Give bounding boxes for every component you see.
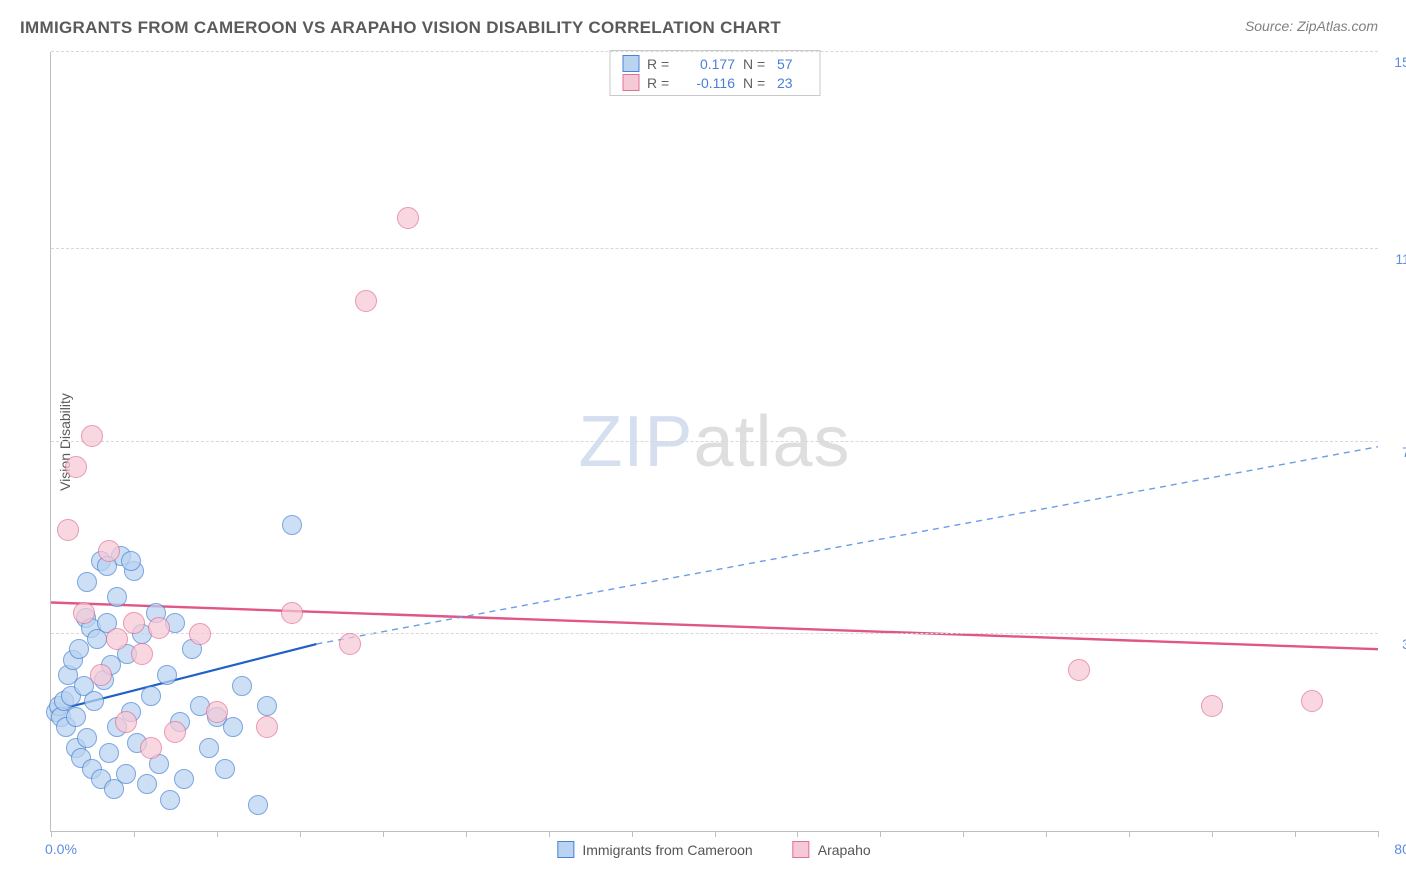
scatter-point-arapaho — [148, 617, 170, 639]
stat-row-arapaho: R = -0.116 N = 23 — [610, 73, 819, 92]
scatter-point-arapaho — [256, 716, 278, 738]
x-max-label: 80.0% — [1394, 841, 1406, 857]
r-value: -0.116 — [681, 75, 735, 91]
trend-line — [51, 602, 1378, 649]
scatter-point-arapaho — [355, 290, 377, 312]
x-tick — [217, 831, 218, 837]
x-tick — [1378, 831, 1379, 837]
scatter-point-cameroon — [66, 707, 86, 727]
scatter-point-cameroon — [257, 696, 277, 716]
scatter-point-arapaho — [1068, 659, 1090, 681]
x-min-label: 0.0% — [45, 841, 77, 857]
x-tick — [134, 831, 135, 837]
legend-item-arapaho: Arapaho — [793, 841, 871, 858]
scatter-point-arapaho — [73, 602, 95, 624]
trend-line — [316, 447, 1378, 644]
scatter-point-cameroon — [199, 738, 219, 758]
chart-source: Source: ZipAtlas.com — [1245, 18, 1378, 34]
scatter-point-arapaho — [281, 602, 303, 624]
scatter-point-cameroon — [232, 676, 252, 696]
scatter-point-arapaho — [115, 711, 137, 733]
scatter-point-cameroon — [99, 743, 119, 763]
watermark: ZIPatlas — [578, 401, 850, 483]
x-tick — [51, 831, 52, 837]
y-tick-label: 3.8% — [1384, 636, 1406, 652]
scatter-point-cameroon — [84, 691, 104, 711]
plot-area: ZIPatlas R =0.177N =57R =-0.116N =23 3.8… — [50, 52, 1378, 832]
scatter-point-arapaho — [81, 425, 103, 447]
x-tick — [880, 831, 881, 837]
scatter-point-cameroon — [69, 639, 89, 659]
scatter-point-arapaho — [90, 664, 112, 686]
r-label: R = — [647, 75, 673, 91]
scatter-point-cameroon — [77, 572, 97, 592]
legend-label-arapaho: Arapaho — [818, 842, 871, 858]
scatter-point-arapaho — [131, 643, 153, 665]
gridline-h — [51, 51, 1378, 52]
x-tick — [466, 831, 467, 837]
x-tick — [797, 831, 798, 837]
scatter-point-arapaho — [397, 207, 419, 229]
n-value: 23 — [777, 75, 807, 91]
x-tick — [715, 831, 716, 837]
x-tick — [300, 831, 301, 837]
x-tick — [632, 831, 633, 837]
scatter-point-cameroon — [141, 686, 161, 706]
scatter-point-arapaho — [57, 519, 79, 541]
legend-bottom: Immigrants from Cameroon Arapaho — [557, 841, 870, 858]
correlation-stats-box: R = 0.177 N = 57 R = -0.116 N = 23 — [609, 50, 820, 96]
scatter-point-cameroon — [248, 795, 268, 815]
scatter-point-arapaho — [123, 612, 145, 634]
x-tick — [383, 831, 384, 837]
legend-swatch-cameroon — [557, 841, 574, 858]
scatter-point-cameroon — [282, 515, 302, 535]
n-value: 57 — [777, 56, 807, 72]
gridline-h — [51, 441, 1378, 442]
swatch-arapaho — [622, 74, 639, 91]
legend-item-cameroon: Immigrants from Cameroon — [557, 841, 752, 858]
scatter-point-arapaho — [98, 540, 120, 562]
scatter-point-cameroon — [121, 551, 141, 571]
trend-lines — [51, 52, 1378, 831]
scatter-point-arapaho — [206, 701, 228, 723]
scatter-point-arapaho — [1201, 695, 1223, 717]
x-tick — [1046, 831, 1047, 837]
scatter-point-cameroon — [116, 764, 136, 784]
legend-swatch-arapaho — [793, 841, 810, 858]
x-tick — [1295, 831, 1296, 837]
scatter-point-cameroon — [215, 759, 235, 779]
scatter-point-arapaho — [164, 721, 186, 743]
scatter-point-arapaho — [1301, 690, 1323, 712]
scatter-point-cameroon — [137, 774, 157, 794]
n-label: N = — [743, 75, 769, 91]
chart-title: IMMIGRANTS FROM CAMEROON VS ARAPAHO VISI… — [20, 18, 781, 38]
x-tick — [963, 831, 964, 837]
y-tick-label: 15.0% — [1384, 54, 1406, 70]
scatter-point-arapaho — [339, 633, 361, 655]
scatter-point-cameroon — [160, 790, 180, 810]
scatter-point-arapaho — [106, 628, 128, 650]
gridline-h — [51, 633, 1378, 634]
x-tick — [1129, 831, 1130, 837]
scatter-point-cameroon — [174, 769, 194, 789]
n-label: N = — [743, 56, 769, 72]
swatch-cameroon — [622, 55, 639, 72]
x-tick — [549, 831, 550, 837]
y-tick-label: 11.2% — [1384, 251, 1406, 267]
legend-label-cameroon: Immigrants from Cameroon — [582, 842, 752, 858]
scatter-point-cameroon — [107, 587, 127, 607]
chart-container: Vision Disability ZIPatlas R =0.177N =57… — [50, 52, 1378, 832]
r-value: 0.177 — [681, 56, 735, 72]
scatter-point-cameroon — [77, 728, 97, 748]
scatter-point-arapaho — [140, 737, 162, 759]
gridline-h — [51, 248, 1378, 249]
stat-row-cameroon: R = 0.177 N = 57 — [610, 54, 819, 73]
scatter-point-cameroon — [223, 717, 243, 737]
scatter-point-arapaho — [65, 456, 87, 478]
scatter-point-cameroon — [157, 665, 177, 685]
y-tick-label: 7.5% — [1384, 444, 1406, 460]
x-tick — [1212, 831, 1213, 837]
r-label: R = — [647, 56, 673, 72]
scatter-point-arapaho — [189, 623, 211, 645]
